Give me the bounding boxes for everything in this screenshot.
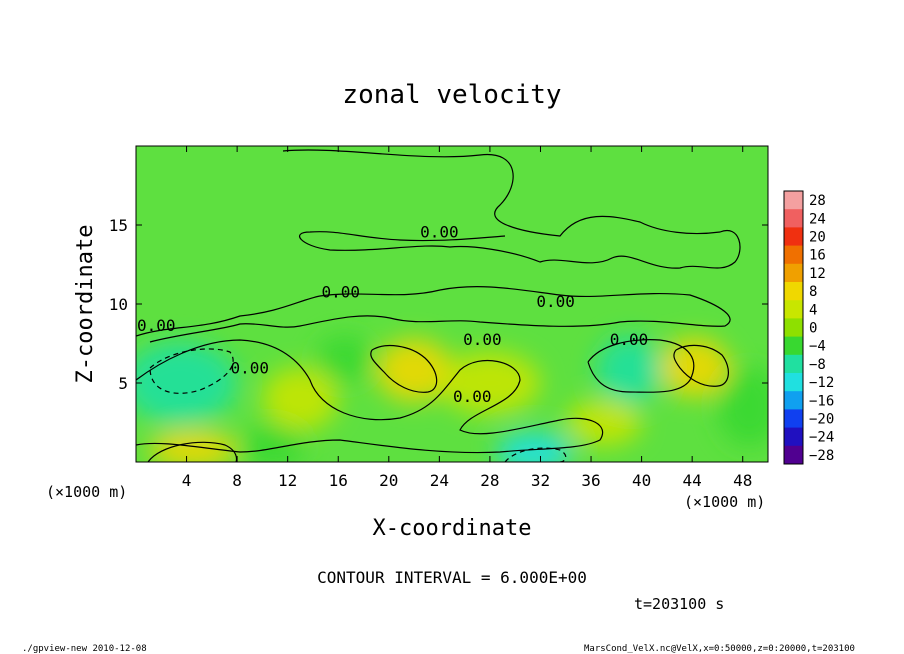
colorbar-frame: [783, 190, 804, 465]
contour-zero-upper: [282, 149, 741, 269]
colorbar-swatch-12: [784, 409, 803, 429]
contour-label-1: 0.00: [322, 283, 361, 302]
colorbar-swatch-0: [784, 191, 803, 210]
x-axis: 4 8 12 16 20 24 28 32 36 40 44 48: [182, 146, 752, 490]
contour-label-6: 0.00: [230, 359, 269, 378]
colorbar-label-4: 12: [809, 266, 826, 282]
footer-right-label: MarsCond_VelX.nc@VelX,x=0:50000,z=0:2000…: [584, 644, 855, 654]
y-tick-label-1: 10: [109, 295, 128, 314]
x-tick-label-9: 40: [632, 471, 651, 490]
colorbar-label-1: 24: [809, 211, 826, 227]
colorbar-swatch-3: [784, 245, 803, 265]
x-tick-label-4: 20: [379, 471, 398, 490]
x-tick-label-2: 12: [278, 471, 297, 490]
field-background: [136, 146, 768, 462]
contour-label-7: 0.00: [453, 387, 492, 406]
colorbar-swatch-14: [784, 445, 803, 465]
colorbar-label-9: −8: [809, 357, 826, 373]
field-blob-2: [659, 337, 731, 398]
contour-lines: [136, 149, 741, 462]
colorbar-swatch-10: [784, 373, 803, 392]
contour-positive-right: [673, 344, 729, 387]
colorbar-swatch-5: [784, 282, 803, 301]
colorbar-label-12: −20: [809, 412, 834, 428]
x-tick-label-3: 16: [329, 471, 348, 490]
colorbar: 28 24 20 16 12 8 4 0 −4 −8 −12 −16 −20 −24 −28: [783, 190, 834, 465]
colorbar-swatch-13: [784, 427, 803, 447]
y-axis: 5 10 15: [109, 216, 768, 393]
time-label: t=203100 s: [634, 595, 724, 613]
x-tick-label-10: 44: [683, 471, 702, 490]
field-blob-4: [496, 431, 573, 462]
contour-positive-center: [370, 344, 438, 393]
colorbar-label-7: 0: [809, 321, 817, 337]
contour-labels: 0.00 0.00 0.00 0.00 0.00 0.00 0.00 0.00: [137, 223, 648, 406]
contour-label-5: 0.00: [610, 330, 649, 349]
field-blob-11: [565, 398, 642, 447]
colorbar-label-2: 20: [809, 230, 826, 246]
contour-zero-middle: [136, 286, 731, 343]
colorbar-label-8: −4: [809, 339, 826, 355]
colorbar-swatch-6: [784, 300, 803, 319]
x-tick-label-8: 36: [581, 471, 600, 490]
footer-left-label: ./gpview-new 2010-12-08: [22, 644, 147, 654]
y-tick-label-2: 15: [109, 216, 128, 235]
x-unit-left: (×1000 m): [46, 483, 127, 501]
contour-negative-bottom: [504, 447, 567, 462]
plot-area: 0.00 0.00 0.00 0.00 0.00 0.00 0.00 0.00: [136, 146, 768, 462]
x-axis-title: X-coordinate: [373, 516, 532, 541]
contour-interval-label: CONTOUR INTERVAL = 6.000E+00: [317, 568, 587, 587]
contour-label-2: 0.00: [536, 292, 575, 311]
x-tick-label-1: 8: [232, 471, 242, 490]
contour-positive-bottom: [147, 441, 238, 462]
y-axis-title: Z-coordinate: [73, 225, 98, 384]
field-blob-0: [136, 341, 238, 425]
contour-zero-lower: [136, 339, 604, 454]
field-blobs: [136, 335, 768, 462]
colorbar-label-13: −24: [809, 430, 834, 446]
x-tick-label-7: 32: [531, 471, 550, 490]
colorbar-swatch-8: [784, 336, 803, 356]
x-tick-label-6: 28: [480, 471, 499, 490]
y-tick-label-0: 5: [118, 374, 128, 393]
colorbar-swatch-1: [784, 209, 803, 228]
field-blob-10: [717, 367, 768, 447]
colorbar-label-0: 28: [809, 193, 826, 209]
colorbar-swatch-7: [784, 318, 803, 338]
colorbar-label-10: −12: [809, 375, 834, 391]
colorbar-label-5: 8: [809, 284, 817, 300]
colorbar-label-6: 4: [809, 302, 817, 318]
field-blob-6: [316, 335, 373, 383]
colorbar-swatch-2: [784, 227, 803, 247]
contour-label-0: 0.00: [420, 223, 459, 242]
field-blob-3: [596, 335, 662, 406]
contour-zero-right: [587, 339, 695, 393]
colorbar-label-14: −28: [809, 448, 834, 464]
field-blob-8: [262, 367, 339, 431]
chart-title: zonal velocity: [342, 80, 561, 110]
colorbar-label-3: 16: [809, 248, 826, 264]
colorbar-swatch-9: [784, 354, 803, 374]
x-tick-label-11: 48: [733, 471, 752, 490]
field-blob-1: [376, 338, 452, 402]
field-blob-7: [148, 430, 238, 462]
x-tick-label-0: 4: [182, 471, 192, 490]
colorbar-swatch-4: [784, 263, 803, 283]
contour-label-3: 0.00: [137, 316, 176, 335]
x-unit-right: (×1000 m): [684, 493, 765, 511]
contour-label-4: 0.00: [463, 330, 502, 349]
colorbar-label-11: −16: [809, 393, 834, 409]
contour-negative-left: [149, 348, 234, 394]
colorbar-swatch-11: [784, 391, 803, 410]
field-blob-5: [240, 424, 305, 462]
x-tick-label-5: 24: [430, 471, 449, 490]
